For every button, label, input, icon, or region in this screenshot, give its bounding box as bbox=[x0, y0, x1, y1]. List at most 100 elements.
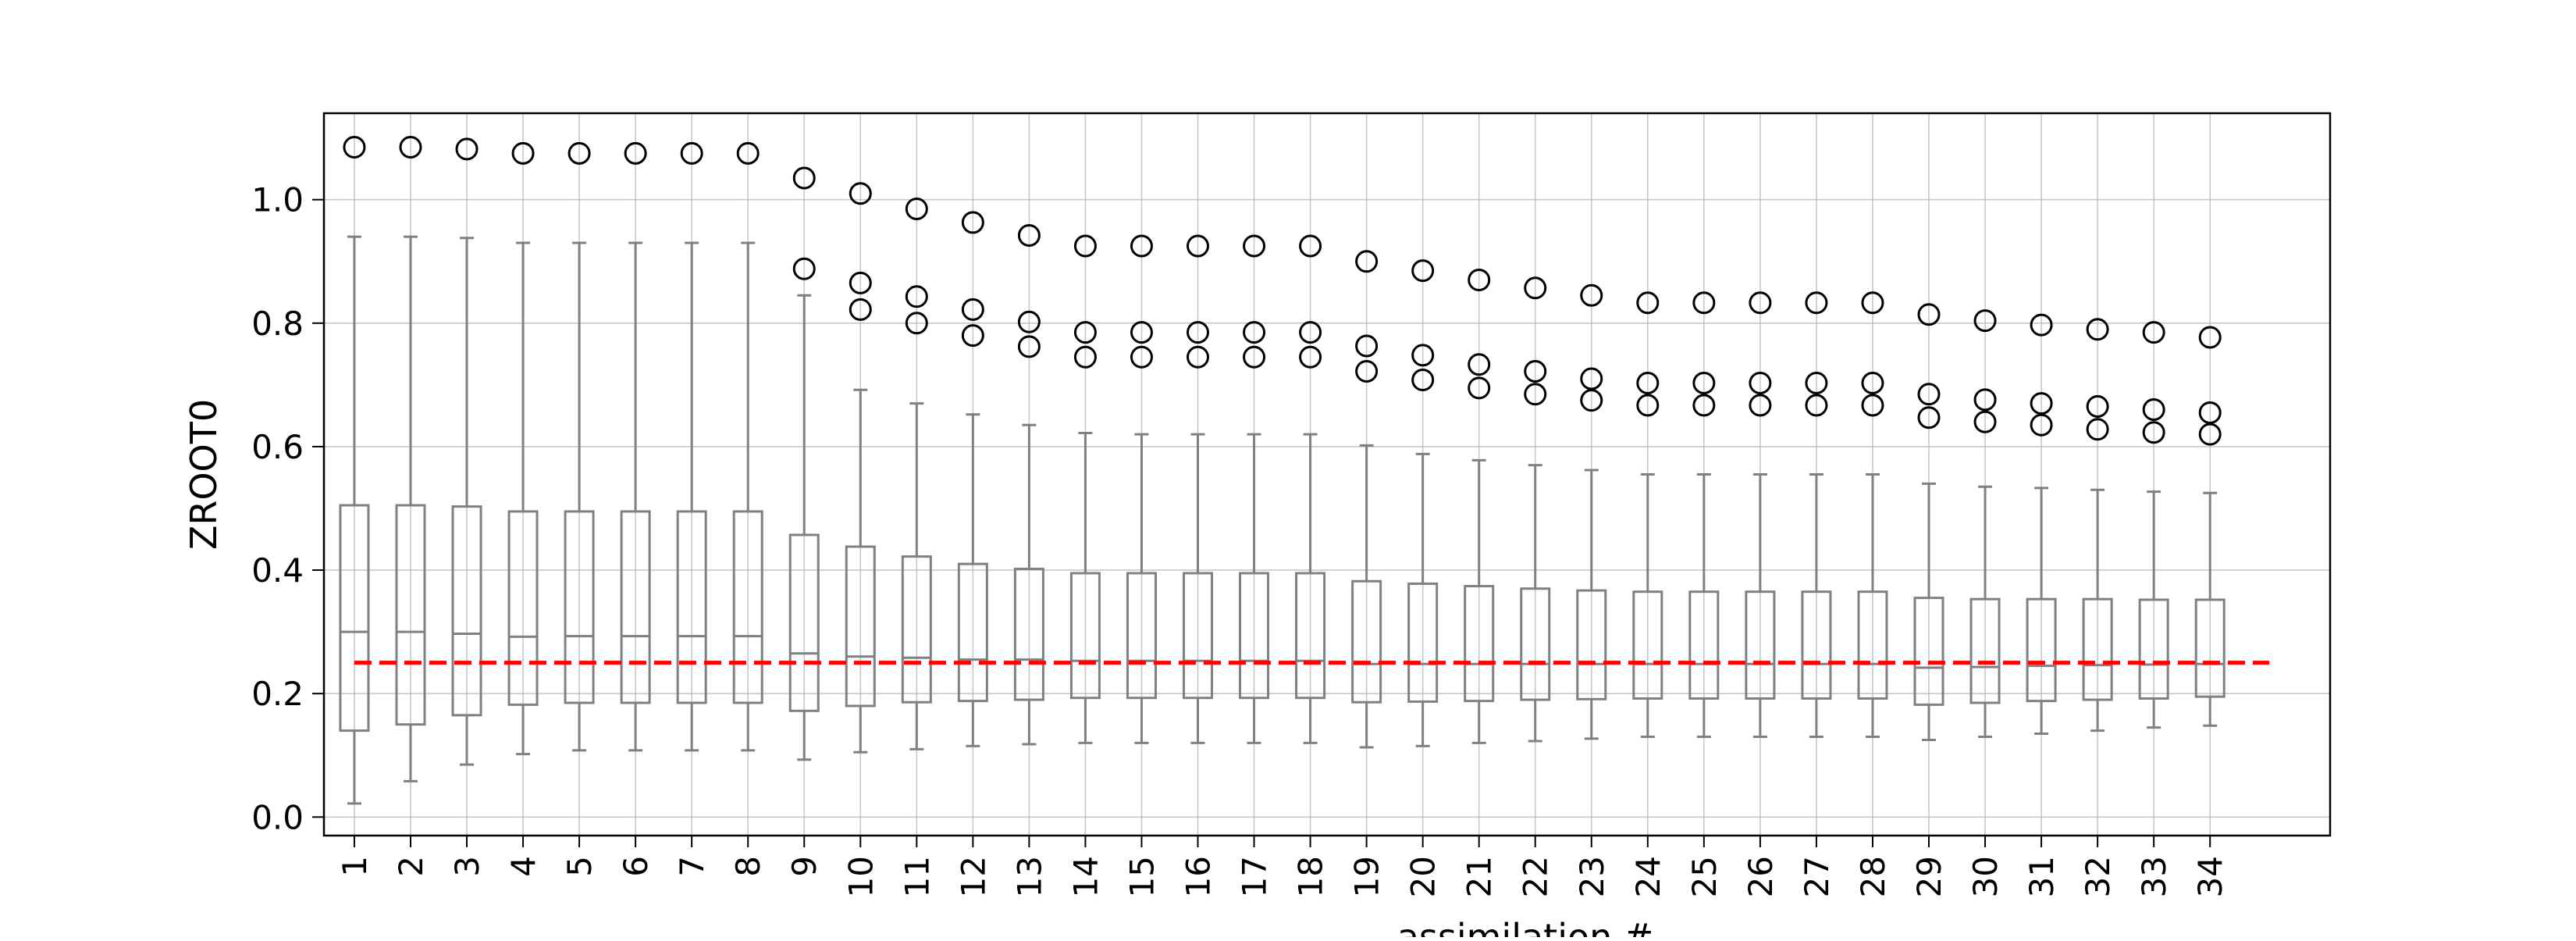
box-1 bbox=[339, 235, 370, 805]
x-tick-label: 18 bbox=[1292, 856, 1330, 897]
x-tick-label: 26 bbox=[1742, 856, 1780, 897]
x-tick-label: 34 bbox=[2191, 856, 2229, 897]
x-tick-label: 5 bbox=[560, 856, 599, 877]
flier-point bbox=[511, 141, 535, 165]
y-tick-label: 0.2 bbox=[251, 675, 304, 713]
flier-point bbox=[1524, 359, 1547, 383]
flier-point bbox=[2086, 395, 2109, 419]
flier-point bbox=[1580, 283, 1603, 307]
flier-point bbox=[2142, 421, 2165, 444]
flier-point bbox=[2030, 313, 2053, 337]
flier-point bbox=[961, 298, 984, 321]
iqr-box bbox=[2026, 597, 2057, 703]
iqr-box bbox=[1069, 572, 1101, 700]
flier-point bbox=[1130, 345, 1153, 369]
flier-point bbox=[2198, 401, 2222, 424]
y-axis-ticks: 0.0 0.2 0.4 0.6 0.8 1.0 bbox=[251, 181, 324, 836]
flier-point bbox=[1355, 334, 1379, 358]
box-18 bbox=[1295, 433, 1326, 744]
box-11 bbox=[901, 402, 932, 750]
flier-point bbox=[905, 198, 928, 221]
box-3 bbox=[451, 237, 482, 766]
flier-point bbox=[1692, 371, 1716, 394]
flier-point bbox=[905, 312, 928, 335]
y-tick-label: 0.8 bbox=[251, 305, 304, 343]
box-9 bbox=[788, 294, 820, 761]
x-tick-label: 16 bbox=[1179, 856, 1218, 897]
flier-point bbox=[1692, 291, 1716, 315]
iqr-box bbox=[564, 510, 595, 704]
box-30 bbox=[1969, 485, 2001, 739]
iqr-box bbox=[1632, 590, 1663, 700]
iqr-box bbox=[1464, 585, 1495, 703]
flier-point bbox=[2198, 422, 2222, 446]
x-tick-label: 10 bbox=[841, 856, 880, 897]
x-tick-label: 32 bbox=[2079, 856, 2117, 897]
flier-point bbox=[2086, 318, 2109, 341]
box-series bbox=[339, 235, 2226, 805]
x-axis-label: assimilation # bbox=[1397, 916, 1654, 937]
flier-point bbox=[1187, 345, 1210, 369]
x-tick-label: 33 bbox=[2135, 856, 2173, 897]
y-tick-label: 0.6 bbox=[251, 428, 304, 466]
y-axis-label: ZROOT0 bbox=[183, 399, 225, 550]
iqr-box bbox=[339, 504, 370, 732]
x-tick-label: 23 bbox=[1573, 856, 1611, 897]
flier-point bbox=[1299, 234, 1322, 258]
iqr-box bbox=[1239, 572, 1270, 700]
flier-point bbox=[2086, 418, 2109, 441]
iqr-box bbox=[1913, 597, 1944, 706]
flier-point bbox=[1805, 371, 1828, 394]
flier-point bbox=[1017, 310, 1041, 333]
x-tick-label: 31 bbox=[2023, 856, 2061, 897]
flier-point bbox=[1749, 291, 1772, 315]
flier-point bbox=[905, 285, 928, 308]
x-tick-label: 19 bbox=[1348, 856, 1386, 897]
flier-point bbox=[1973, 388, 1997, 412]
x-tick-label: 30 bbox=[1966, 856, 2005, 897]
flier-point bbox=[1580, 389, 1603, 412]
iqr-box bbox=[620, 510, 651, 704]
flier-point bbox=[1355, 250, 1379, 273]
iqr-box bbox=[1520, 587, 1551, 701]
plot-frame bbox=[322, 112, 2332, 837]
x-tick-label: 20 bbox=[1404, 856, 1443, 897]
flier-point bbox=[1411, 259, 1435, 283]
flier-point bbox=[2030, 413, 2053, 437]
flier-point bbox=[1299, 321, 1322, 344]
flier-point bbox=[1636, 394, 1660, 417]
box-31 bbox=[2026, 487, 2057, 736]
flier-point bbox=[961, 324, 984, 348]
x-tick-label: 29 bbox=[1910, 856, 1948, 897]
flier-point bbox=[1243, 321, 1266, 344]
flier-point bbox=[1692, 394, 1716, 417]
box-2 bbox=[395, 235, 426, 782]
flier-point bbox=[1468, 268, 1491, 291]
box-27 bbox=[1801, 473, 1832, 739]
flier-point bbox=[1243, 345, 1266, 369]
x-tick-label: 13 bbox=[1010, 856, 1048, 897]
iqr-box bbox=[1857, 590, 1888, 700]
flier-point bbox=[1299, 345, 1322, 369]
iqr-box bbox=[507, 510, 539, 706]
x-axis-ticks: 1 2 3 4 5 6 7 8 9 10 11 12 13 14 15 16 17 18 19 20 21 22 23 24 2… bbox=[336, 836, 2229, 897]
flier-point bbox=[455, 137, 479, 161]
box-24 bbox=[1632, 473, 1663, 739]
flier-point bbox=[1017, 335, 1041, 358]
x-tick-label: 21 bbox=[1461, 856, 1499, 897]
iqr-box bbox=[957, 562, 988, 703]
flier-point bbox=[1468, 353, 1491, 376]
iqr-box bbox=[901, 555, 932, 704]
plot-border bbox=[322, 112, 2332, 837]
x-tick-label: 6 bbox=[617, 856, 655, 877]
flier-point bbox=[792, 257, 816, 280]
box-23 bbox=[1576, 469, 1607, 740]
x-tick-label: 9 bbox=[785, 856, 824, 877]
flier-point bbox=[343, 135, 366, 159]
flier-point bbox=[1524, 276, 1547, 300]
flier-point bbox=[1411, 344, 1435, 367]
flier-point bbox=[1187, 321, 1210, 344]
x-tick-label: 11 bbox=[898, 856, 936, 897]
